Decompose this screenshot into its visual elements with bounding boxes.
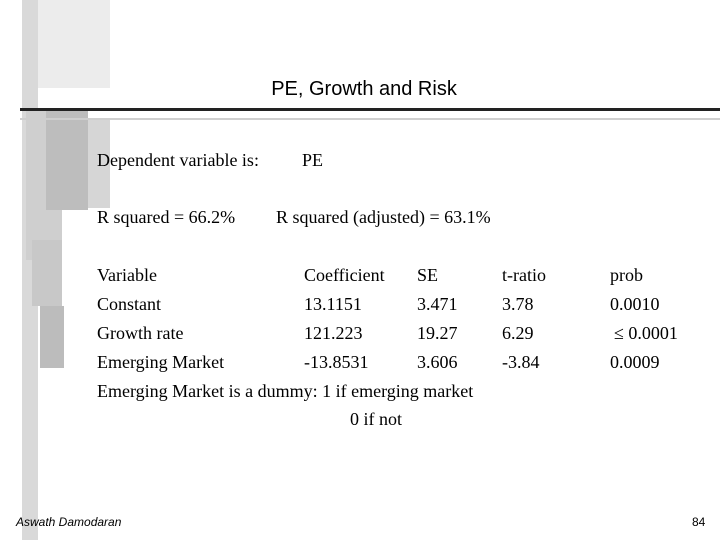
- table-row: Emerging Market -13.8531 3.606 -3.84 0.0…: [0, 352, 720, 380]
- r-squared-adjusted: R squared (adjusted) = 63.1%: [276, 207, 491, 227]
- cell-prob: 0.0009: [610, 352, 660, 372]
- header-t-ratio: t-ratio: [502, 265, 546, 285]
- header-variable: Variable: [97, 265, 157, 285]
- decor-bar-7: [40, 306, 64, 368]
- cell-variable: Constant: [97, 294, 162, 314]
- dependent-value: PE: [302, 150, 324, 170]
- decor-bar-5: [88, 118, 110, 208]
- table-row: Growth rate 121.223 19.27 6.29 ≤ 0.0001: [0, 323, 720, 351]
- cell-coefficient: 13.1151: [304, 294, 362, 314]
- cell-t-ratio: -3.84: [502, 352, 540, 372]
- note-line-2: 0 if not: [350, 409, 402, 429]
- cell-se: 19.27: [417, 323, 458, 343]
- table-header-row: Variable Coefficient SE t-ratio prob: [0, 265, 720, 293]
- cell-prob: ≤ 0.0001: [614, 323, 678, 343]
- decor-bar-6: [32, 240, 62, 306]
- cell-se: 3.606: [417, 352, 458, 372]
- title-divider: [20, 108, 720, 111]
- cell-se: 3.471: [417, 294, 458, 314]
- decor-bar-8: [20, 118, 720, 120]
- cell-coefficient: 121.223: [304, 323, 363, 343]
- header-prob: prob: [610, 265, 643, 285]
- r-squared: R squared = 66.2%: [97, 207, 236, 227]
- note-line-1: Emerging Market is a dummy: 1 if emergin…: [97, 381, 474, 401]
- decor-bar-4: [46, 110, 88, 210]
- table-row: Constant 13.1151 3.471 3.78 0.0010: [0, 294, 720, 322]
- cell-t-ratio: 3.78: [502, 294, 534, 314]
- header-coefficient: Coefficient: [304, 265, 385, 285]
- cell-prob: 0.0010: [610, 294, 660, 314]
- footer-author: Aswath Damodaran: [16, 515, 122, 529]
- cell-variable: Growth rate: [97, 323, 184, 343]
- cell-coefficient: -13.8531: [304, 352, 369, 372]
- cell-t-ratio: 6.29: [502, 323, 534, 343]
- slide-title: PE, Growth and Risk: [271, 78, 457, 100]
- page-number: 84: [692, 515, 706, 529]
- dependent-label: Dependent variable is:: [97, 150, 259, 170]
- cell-variable: Emerging Market: [97, 352, 225, 372]
- header-se: SE: [417, 265, 439, 285]
- decor-bar-2: [38, 0, 110, 88]
